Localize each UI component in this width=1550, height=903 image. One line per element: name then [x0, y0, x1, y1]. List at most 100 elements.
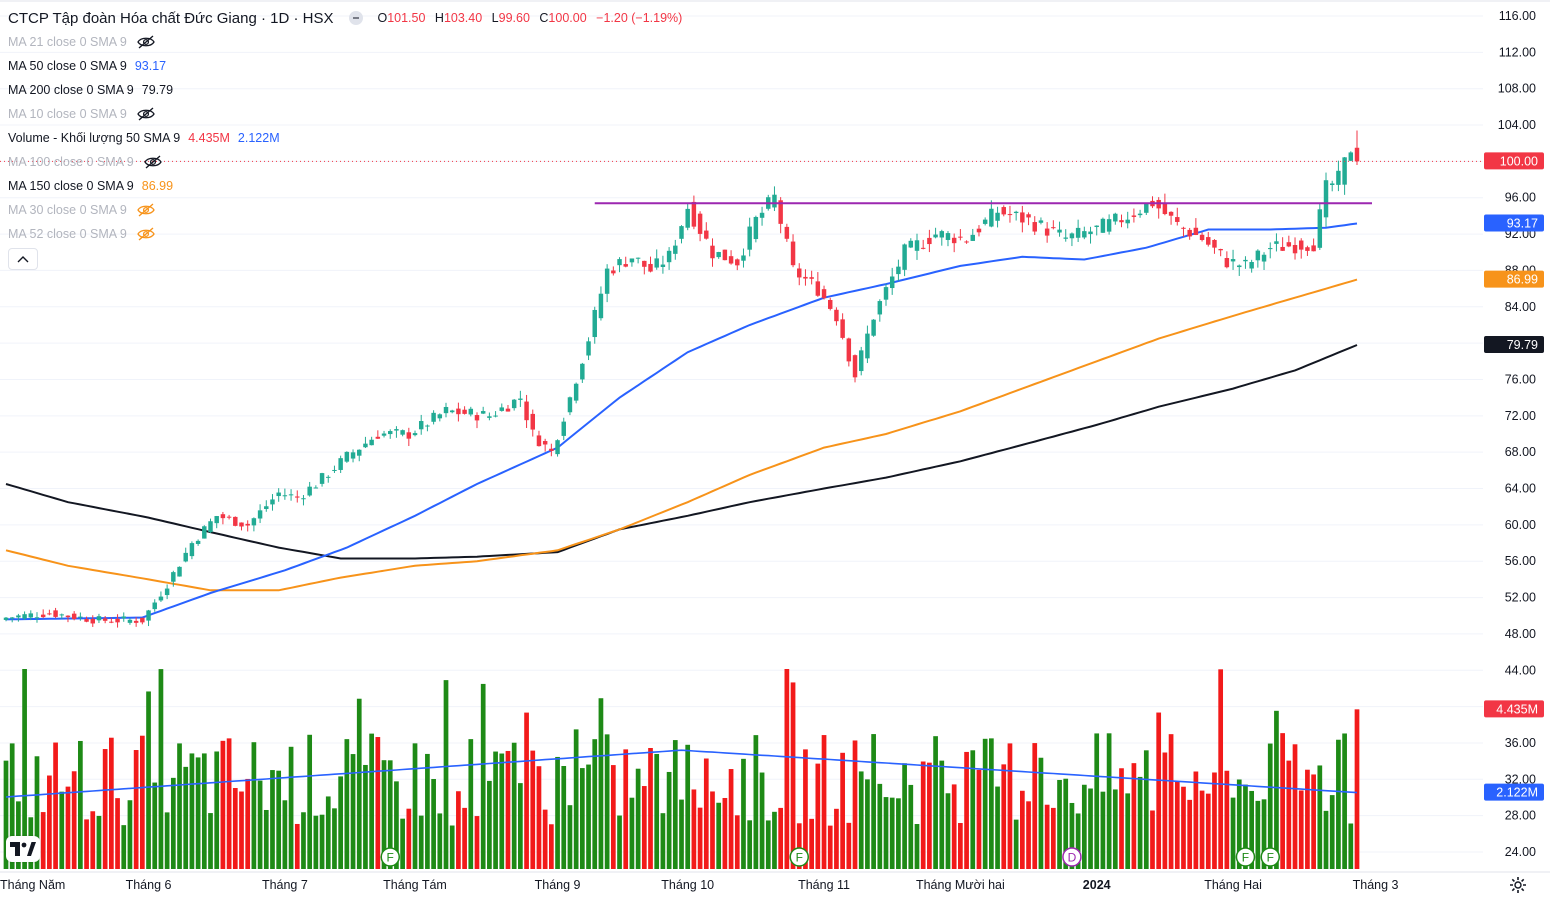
candle — [1286, 235, 1292, 248]
candle — [3, 617, 9, 622]
candle-body — [1230, 259, 1236, 262]
volume-bar — [586, 764, 591, 869]
candle-body — [1044, 228, 1050, 236]
volume-bar — [319, 814, 325, 869]
symbol-title[interactable]: CTCP Tập đoàn Hóa chất Đức Giang · 1D · … — [8, 9, 334, 27]
candle — [648, 256, 653, 273]
x-tick-label: Tháng 7 — [262, 878, 308, 892]
volume-marker: 4.435M — [1484, 700, 1544, 718]
volume-bar — [765, 820, 771, 869]
eye-off-icon[interactable] — [137, 35, 155, 49]
candle — [276, 488, 281, 502]
candle-body — [1323, 180, 1329, 218]
candle — [226, 514, 232, 520]
volume-bar — [1081, 784, 1087, 869]
volume-bar — [1156, 712, 1162, 869]
volume-bar — [1112, 789, 1118, 869]
volume-bar — [920, 761, 926, 869]
legend-row[interactable]: MA 21 close 0 SMA 9 — [8, 32, 155, 52]
volume-bar — [877, 783, 883, 869]
eye-off-orange-icon[interactable] — [137, 227, 155, 241]
legend-row[interactable]: MA 50 close 0 SMA 9 93.17 — [8, 56, 166, 76]
x-tick-label: Tháng Năm — [0, 878, 65, 892]
candle — [1354, 130, 1360, 166]
candle — [982, 217, 988, 226]
candle — [1212, 239, 1217, 254]
candle — [202, 525, 207, 539]
candle — [239, 522, 244, 531]
candle-body — [691, 201, 697, 227]
legend-row[interactable]: MA 30 close 0 SMA 9 — [8, 200, 155, 220]
candle — [629, 258, 635, 267]
candle-body — [846, 338, 852, 362]
candle-body — [1026, 214, 1031, 218]
volume-bar — [418, 815, 424, 869]
candle — [939, 229, 945, 246]
candle — [945, 231, 951, 247]
candle-body — [487, 416, 492, 418]
candle — [1063, 229, 1068, 242]
legend-row[interactable]: MA 52 close 0 SMA 9 — [8, 224, 155, 244]
candle-body — [121, 616, 126, 619]
y-tick-label: 64.00 — [1505, 482, 1536, 496]
volume-bar — [1187, 799, 1193, 869]
volume-bar — [474, 816, 480, 869]
legend-row[interactable]: MA 150 close 0 SMA 9 86.99 — [8, 176, 173, 196]
volume-bar — [456, 791, 461, 869]
candle-body — [146, 610, 151, 621]
volume-bar — [784, 669, 790, 869]
candle — [412, 430, 418, 437]
candle — [480, 406, 486, 415]
eye-off-orange-icon[interactable] — [137, 203, 155, 217]
candle-body — [1274, 241, 1279, 244]
volume-bar — [146, 691, 151, 869]
candle — [1268, 242, 1273, 259]
candle-body — [902, 244, 907, 270]
market-status-icon[interactable] — [349, 11, 364, 25]
volume-bar — [1150, 810, 1155, 869]
candle — [16, 613, 21, 622]
event-circle — [1062, 847, 1082, 867]
volume-bar — [1311, 774, 1316, 869]
candle — [1156, 197, 1161, 219]
volume-bar — [1057, 779, 1062, 869]
y-tick-label: 24.00 — [1505, 845, 1536, 859]
price-marker: 100.00 — [1484, 152, 1544, 170]
candle — [1007, 205, 1013, 223]
legend-row[interactable]: MA 200 close 0 SMA 9 79.79 — [8, 80, 173, 100]
volume-bar — [852, 740, 858, 869]
legend-row[interactable]: MA 10 close 0 SMA 9 — [8, 104, 155, 124]
candle — [90, 615, 95, 627]
candle — [443, 402, 449, 418]
close-label: C — [539, 11, 549, 25]
volume-bar — [369, 733, 374, 869]
legend-row[interactable]: MA 100 close 0 SMA 9 — [8, 152, 162, 172]
candle-body — [16, 615, 21, 618]
candle-body — [1187, 229, 1192, 237]
candle — [40, 609, 46, 619]
eye-off-icon[interactable] — [144, 155, 162, 169]
volume-bar — [208, 813, 213, 869]
candle — [1094, 225, 1099, 236]
candle-body — [1051, 227, 1056, 229]
volume-bar — [9, 743, 15, 869]
candle-body — [350, 452, 356, 459]
settings-gear-icon[interactable] — [1508, 875, 1528, 895]
volume-bar — [1298, 790, 1304, 869]
collapse-legend-button[interactable] — [8, 248, 38, 270]
candle-body — [1082, 231, 1087, 238]
eye-off-icon[interactable] — [137, 107, 155, 121]
candle-body — [288, 494, 294, 496]
candle — [623, 256, 628, 268]
candle-body — [896, 266, 901, 275]
candle-body — [443, 406, 449, 414]
volume-bar — [257, 780, 263, 869]
volume-bar — [790, 682, 796, 869]
legend-row[interactable]: Volume - Khối lượng 50 SMA 9 4.435M 2.122M — [8, 128, 280, 148]
tradingview-logo[interactable] — [6, 836, 40, 862]
volume-bar — [1292, 744, 1298, 869]
legend-value: 93.17 — [134, 59, 167, 73]
volume-marker-bg — [1484, 700, 1544, 718]
candle — [71, 611, 77, 621]
